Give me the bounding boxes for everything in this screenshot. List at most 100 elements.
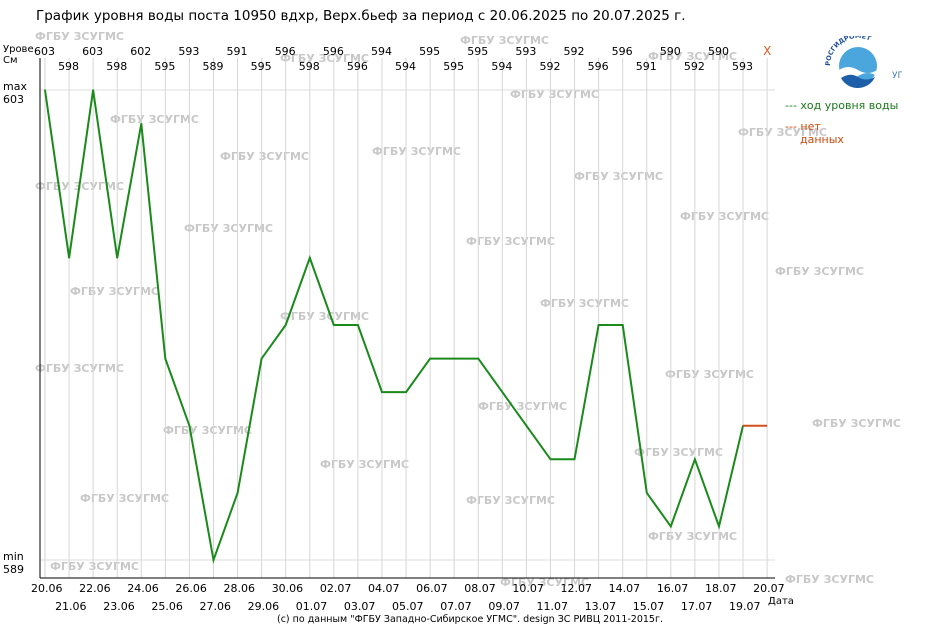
top-value-label: 594 bbox=[395, 60, 416, 73]
data-point bbox=[212, 559, 215, 561]
data-point bbox=[357, 324, 359, 326]
data-point bbox=[164, 357, 167, 360]
x-tick-label: 21.06 bbox=[55, 600, 87, 613]
data-point bbox=[525, 424, 528, 427]
x-tick-label: 29.06 bbox=[248, 600, 280, 613]
x-tick-label: 20.06 bbox=[31, 582, 63, 595]
x-axis-label: Дата bbox=[768, 596, 794, 607]
min-label: min bbox=[3, 550, 24, 563]
x-tick-label: 23.06 bbox=[103, 600, 134, 613]
watermark-text: ФГБУ ЗСУГМС bbox=[184, 222, 273, 235]
x-tick-label: 18.07 bbox=[705, 582, 737, 595]
y-axis-label-line1: Урове bbox=[3, 44, 34, 55]
top-value-label: 595 bbox=[443, 60, 464, 73]
top-value-label: 598 bbox=[299, 60, 320, 73]
grid-lines bbox=[40, 58, 775, 578]
data-point bbox=[429, 357, 431, 360]
data-point bbox=[501, 391, 504, 393]
data-point bbox=[597, 324, 600, 326]
watermark-text: ФГБУ ЗСУГМС bbox=[478, 400, 567, 413]
watermark-text: ФГБУ ЗСУГМС bbox=[280, 310, 369, 323]
x-tick-label: 07.07 bbox=[440, 600, 472, 613]
top-value-label: 603 bbox=[82, 45, 103, 58]
x-tick-label: 30.06 bbox=[272, 582, 304, 595]
watermark-text: ФГБУ ЗСУГМС bbox=[648, 530, 737, 543]
watermark-text: ФГБУ ЗСУГМС bbox=[500, 576, 589, 589]
logo-sub-text: УГМС bbox=[892, 71, 902, 81]
watermark-text: ФГБУ ЗСУГМС bbox=[35, 362, 124, 375]
top-value-label: 595 bbox=[154, 60, 175, 73]
watermark-text: ФГБУ ЗСУГМС bbox=[372, 145, 461, 158]
x-tick-label: 09.07 bbox=[488, 600, 519, 613]
min-value-label: 589 bbox=[3, 563, 24, 576]
top-value-label: 593 bbox=[732, 60, 753, 73]
x-tick-label: 14.07 bbox=[609, 582, 641, 595]
watermark-text: ФГБУ ЗСУГМС bbox=[574, 170, 663, 183]
data-point bbox=[44, 89, 46, 91]
watermark-text: ФГБУ ЗСУГМС bbox=[80, 492, 169, 505]
top-value-label: 590 bbox=[708, 45, 729, 58]
x-tick-label: 01.07 bbox=[296, 600, 328, 613]
no-data-marker: X bbox=[763, 44, 771, 58]
watermark-text: ФГБУ ЗСУГМС bbox=[110, 113, 199, 126]
legend-nodata-line1: --- нет bbox=[785, 120, 821, 133]
x-tick-label: 11.07 bbox=[536, 600, 568, 613]
top-value-label: 594 bbox=[491, 60, 512, 73]
top-value-label: 596 bbox=[347, 60, 368, 73]
top-value-label: 592 bbox=[684, 60, 705, 73]
x-tick-label: 16.07 bbox=[657, 582, 689, 595]
top-value-label: 595 bbox=[467, 45, 488, 58]
y-axis-label-line2: Cм bbox=[3, 55, 18, 66]
data-point bbox=[453, 357, 455, 360]
top-value-label: 595 bbox=[251, 60, 272, 73]
data-point bbox=[92, 89, 94, 91]
series-layer bbox=[44, 89, 768, 564]
x-tick-label: 08.07 bbox=[464, 582, 496, 595]
watermark-text: ФГБУ ЗСУГМС bbox=[665, 368, 754, 381]
series-line-water-level bbox=[44, 89, 744, 564]
x-tick-label: 27.06 bbox=[199, 600, 231, 613]
top-value-label: 593 bbox=[515, 45, 536, 58]
legend-flow: --- ход уровня воды bbox=[785, 99, 899, 112]
data-point bbox=[260, 357, 263, 360]
x-tick-label: 26.06 bbox=[175, 582, 207, 595]
top-value-label: 596 bbox=[323, 45, 344, 58]
watermark-text: ФГБУ ЗСУГМС bbox=[163, 424, 252, 437]
watermark-text: ФГБУ ЗСУГМС bbox=[775, 265, 864, 278]
top-value-label: 598 bbox=[58, 60, 79, 73]
watermark-text: ФГБУ ЗСУГМС bbox=[280, 52, 369, 65]
top-value-label: 602 bbox=[130, 45, 151, 58]
x-tick-label: 15.07 bbox=[633, 600, 665, 613]
watermark-text: ФГБУ ЗСУГМС bbox=[648, 50, 737, 63]
data-point bbox=[694, 458, 696, 461]
top-value-label: 592 bbox=[539, 60, 560, 73]
x-tick-label: 04.07 bbox=[368, 582, 400, 595]
x-tick-label: 12.07 bbox=[561, 582, 593, 595]
x-tick-labels: 20.06 21.06 22.06 23.06 24.06 25.06 26.06 27.06… bbox=[31, 582, 785, 613]
data-point bbox=[645, 492, 648, 494]
data-point bbox=[477, 357, 480, 360]
data-point bbox=[140, 122, 143, 125]
x-tick-label: 28.06 bbox=[224, 582, 256, 595]
data-point bbox=[236, 492, 239, 494]
chart-title: График уровня воды поста 10950 вдхр, Вер… bbox=[36, 8, 686, 24]
top-value-label: 591 bbox=[227, 45, 248, 58]
top-value-label: 596 bbox=[275, 45, 296, 58]
top-value-label: 598 bbox=[106, 60, 127, 73]
legend-nodata: --- нет данных bbox=[785, 120, 855, 146]
data-point bbox=[670, 525, 672, 528]
x-tick-label: 20.07 bbox=[753, 582, 785, 595]
x-tick-label: 25.06 bbox=[151, 600, 183, 613]
x-tick-label: 22.06 bbox=[79, 582, 111, 595]
x-tick-label: 03.07 bbox=[344, 600, 376, 613]
data-point bbox=[621, 324, 624, 326]
watermark-text: ФГБУ ЗСУГМС bbox=[50, 560, 139, 573]
top-value-label: 596 bbox=[588, 60, 609, 73]
legend-nodata-line2: данных bbox=[800, 133, 844, 146]
logo-icon: РОСГИДРОМЕТ УГМС bbox=[824, 32, 917, 89]
watermark-text: ФГБУ ЗСУГМС bbox=[510, 88, 599, 101]
max-label: max bbox=[3, 80, 27, 93]
top-value-label: 596 bbox=[612, 45, 633, 58]
roshydromet-logo: РОСГИДРОМЕТ УГМС bbox=[822, 32, 917, 92]
